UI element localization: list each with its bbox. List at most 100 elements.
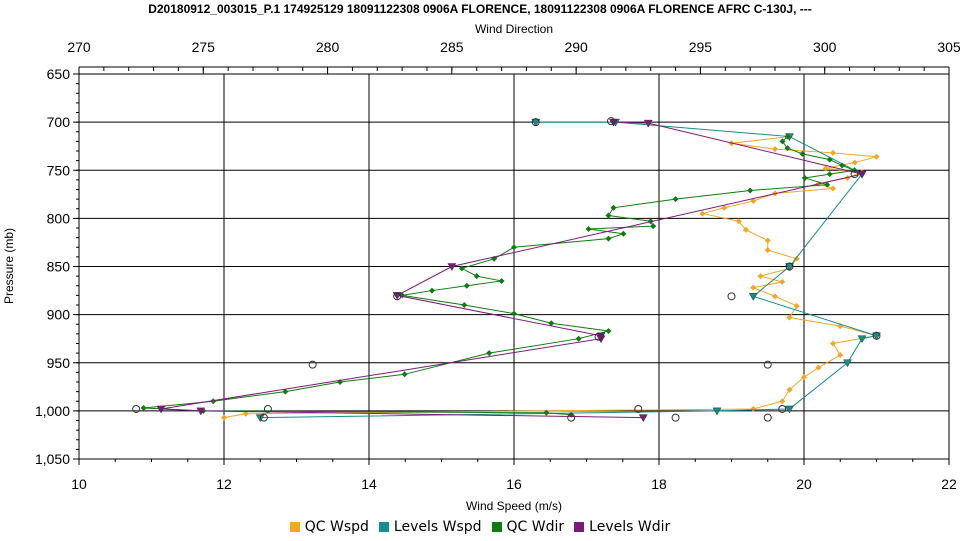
x2-tick-label: 275 [192, 39, 216, 55]
data-point [712, 407, 722, 416]
data-point [743, 226, 749, 233]
data-point [799, 150, 806, 157]
open-circle-marker [634, 404, 643, 413]
open-circle-marker [606, 117, 615, 126]
data-point [851, 159, 858, 166]
data-point [585, 225, 592, 232]
x-tick-label: 12 [216, 476, 232, 492]
data-point [779, 398, 786, 405]
open-circle-marker [567, 413, 576, 422]
data-point [786, 386, 793, 393]
data-point [772, 146, 778, 153]
bottom-axis-title: Wind Speed (m/s) [466, 499, 562, 513]
data-point [822, 165, 829, 172]
data-point [750, 198, 757, 205]
data-point [610, 204, 617, 211]
data-point [784, 145, 791, 152]
data-point [650, 223, 657, 230]
open-circle-marker [259, 413, 268, 422]
legend-swatch [378, 522, 389, 532]
x-tick-label: 18 [651, 476, 667, 492]
open-circle-marker [763, 413, 772, 422]
legend-label: Levels Wspd [393, 519, 482, 535]
x-tick-label: 14 [361, 476, 377, 492]
data-point [826, 156, 833, 163]
y-tick-label: 850 [47, 259, 71, 275]
data-point [401, 371, 408, 378]
data-point [463, 282, 470, 289]
legend-item-qc-wdir: QC Wdir [491, 519, 565, 535]
open-circle-marker [850, 170, 859, 179]
series-line-levels-wspd [260, 121, 879, 419]
open-circle-marker [393, 292, 402, 301]
data-point [511, 310, 517, 317]
data-point [140, 404, 147, 411]
y-tick-label: 1,000 [35, 403, 70, 419]
data-point [461, 302, 468, 308]
data-point [764, 237, 771, 244]
x2-tick-label: 300 [813, 39, 837, 55]
data-point [543, 409, 550, 416]
open-marker-layer [132, 117, 881, 422]
data-point [793, 302, 800, 309]
legend-label: QC Wdir [506, 519, 565, 535]
legend-item-qc-wspd: QC Wspd [289, 519, 369, 535]
data-point [699, 210, 706, 217]
y-tick-label: 650 [47, 66, 71, 82]
data-point [548, 320, 555, 327]
legend-label: Levels Wdir [589, 519, 671, 535]
data-point [772, 293, 778, 300]
x-tick-label: 22 [941, 476, 957, 492]
x2-tick-label: 280 [316, 39, 340, 55]
open-circle-marker [531, 118, 540, 127]
series-line-qc-wspd [223, 136, 877, 419]
data-point [620, 230, 627, 237]
y-tick-label: 1,050 [35, 451, 70, 467]
data-point [458, 265, 465, 272]
open-circle-marker [132, 404, 141, 413]
data-point [428, 287, 435, 294]
legend-label: QC Wspd [304, 519, 369, 535]
data-point [156, 405, 166, 414]
data-point [801, 174, 808, 181]
legend: QC Wspd Levels Wspd QC Wdir Levels Wdir [0, 519, 960, 535]
open-circle-marker [671, 413, 680, 422]
data-point [839, 162, 846, 169]
data-point [779, 138, 786, 145]
data-point [196, 407, 206, 416]
data-point [491, 255, 498, 262]
data-point [750, 284, 757, 291]
open-circle-marker [785, 262, 794, 271]
series-layer [140, 118, 881, 423]
data-point [473, 273, 480, 280]
data-point [824, 181, 831, 188]
legend-item-levels-wspd: Levels Wspd [378, 519, 482, 535]
x2-tick-label: 270 [67, 39, 91, 55]
x2-tick-label: 295 [689, 39, 713, 55]
open-circle-marker [872, 331, 881, 340]
legend-swatch [574, 522, 585, 532]
x2-tick-label: 290 [564, 39, 588, 55]
y-tick-label: 950 [47, 355, 71, 371]
data-point [605, 235, 612, 242]
data-point [830, 149, 836, 156]
data-point [605, 327, 612, 334]
legend-item-levels-wdir: Levels Wdir [574, 519, 670, 535]
open-circle-marker [308, 360, 317, 369]
data-point [793, 255, 800, 262]
data-point [747, 187, 754, 194]
data-point [837, 352, 844, 359]
data-point [748, 293, 758, 301]
open-circle-marker [778, 404, 787, 413]
series-line-levels-wdir [160, 121, 863, 419]
legend-swatch [289, 522, 300, 532]
data-point [498, 277, 505, 284]
data-point [757, 273, 764, 280]
data-point [210, 398, 217, 405]
y-tick-label: 900 [47, 307, 71, 323]
data-point [447, 263, 457, 272]
data-point [786, 314, 793, 321]
data-point [857, 170, 867, 179]
data-point [486, 350, 493, 357]
